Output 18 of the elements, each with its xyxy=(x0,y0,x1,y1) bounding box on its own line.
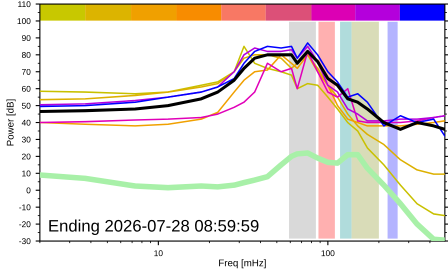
y-tick-label: 10 xyxy=(22,170,31,176)
y-tick-label: -20 xyxy=(19,221,31,228)
x-axis-title: Freq [mHz] xyxy=(219,259,266,268)
y-tick-label: 50 xyxy=(22,102,31,109)
y-tick-label: 100 xyxy=(18,18,31,24)
y-tick-label: 110 xyxy=(18,1,31,8)
y-tick-label: 80 xyxy=(22,52,31,58)
y-tick-label: 0 xyxy=(26,187,31,194)
y-tick-label: 70 xyxy=(22,68,31,75)
y-tick-label: 40 xyxy=(22,120,31,126)
y-tick-label: 90 xyxy=(22,35,31,41)
y-tick-label: -30 xyxy=(19,238,31,244)
y-tick-label: 30 xyxy=(22,136,31,143)
annotation: Ending 2026-07-28 08:59:59 xyxy=(49,219,258,236)
y-tick-label: 60 xyxy=(22,86,31,92)
y-axis-title: Power [dB] xyxy=(6,99,16,146)
y-tick-label: -10 xyxy=(19,204,31,210)
y-tick-label: 20 xyxy=(22,154,31,160)
